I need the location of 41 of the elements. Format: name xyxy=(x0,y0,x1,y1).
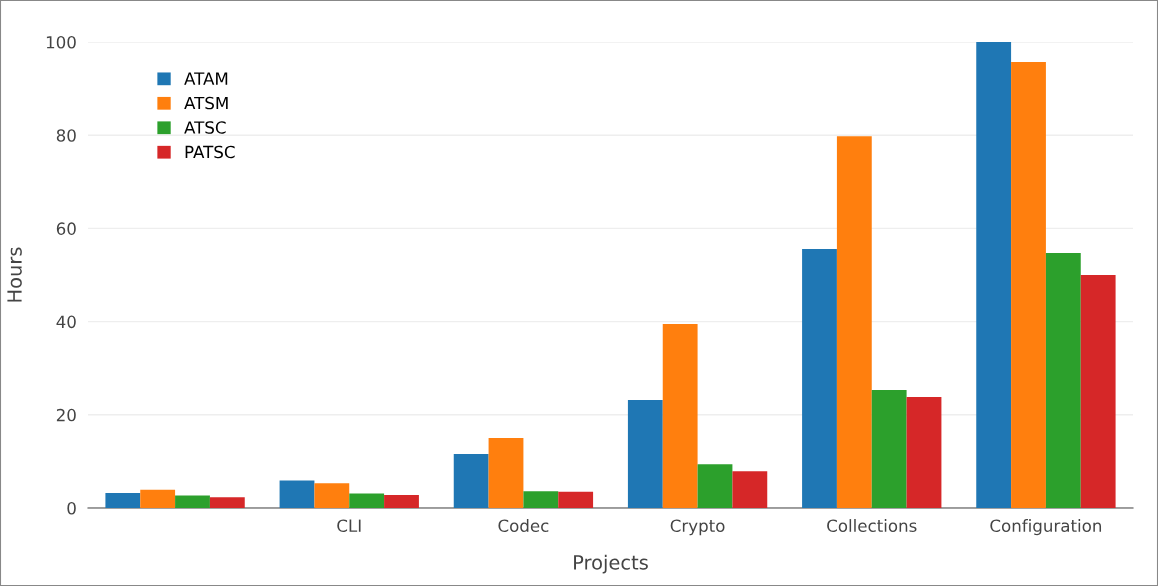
bar xyxy=(488,438,524,508)
bar xyxy=(1011,62,1046,508)
bar xyxy=(209,497,245,508)
bar xyxy=(140,489,176,508)
bar xyxy=(453,453,489,508)
bar xyxy=(1045,253,1081,508)
legend-label: ATAM xyxy=(184,72,228,85)
y-tick-label: 40 xyxy=(56,315,76,329)
x-tick-label: Configuration xyxy=(990,519,1102,536)
y-tick-label: 20 xyxy=(56,408,76,422)
bar xyxy=(802,248,837,508)
y-axis-title: Hours xyxy=(7,247,22,302)
bar xyxy=(836,136,872,508)
bar xyxy=(871,390,907,508)
bar xyxy=(697,464,733,508)
bar xyxy=(662,323,698,508)
bar xyxy=(976,42,1012,508)
legend-label: ATSC xyxy=(184,121,226,134)
bar xyxy=(175,495,210,508)
y-tick-label: 80 xyxy=(56,129,76,142)
x-tick-label: Crypto xyxy=(670,519,725,536)
bar xyxy=(627,399,663,508)
bar xyxy=(1080,275,1116,508)
y-tick-label: 0 xyxy=(67,501,76,515)
bar xyxy=(314,483,350,508)
x-axis-title: Projects xyxy=(574,554,648,574)
bar xyxy=(523,491,559,508)
bar xyxy=(906,397,942,508)
y-tick-label: 100 xyxy=(46,35,76,49)
bar xyxy=(384,494,419,508)
bar xyxy=(349,493,385,508)
x-tick-label: CLI xyxy=(337,519,361,533)
bar xyxy=(105,493,141,508)
x-tick-label: Codec xyxy=(498,519,549,533)
bar xyxy=(558,491,594,508)
legend-label: ATSM xyxy=(184,96,228,110)
y-tick-label: 60 xyxy=(56,222,76,235)
legend-label: PATSC xyxy=(185,145,235,159)
bar xyxy=(732,471,768,508)
x-tick-label: Collections xyxy=(827,519,917,533)
bar xyxy=(279,480,315,508)
